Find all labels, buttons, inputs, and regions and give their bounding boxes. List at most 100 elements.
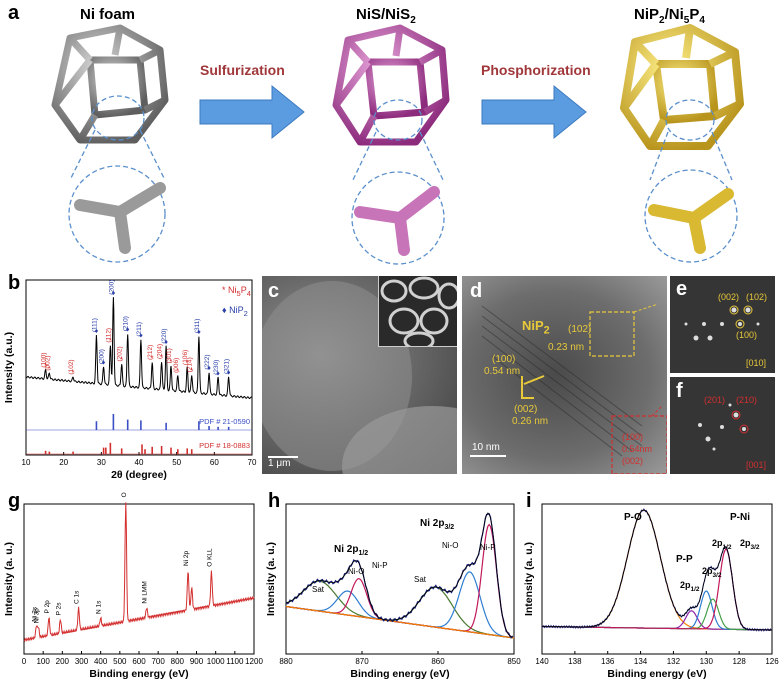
label-phosphorization: Phosphorization	[481, 62, 591, 78]
peak-label: (100)	[41, 352, 48, 367]
scale-bar-d: 10 nm	[472, 442, 500, 453]
xrd-pattern-line	[25, 297, 252, 399]
x-tick-label: 20	[59, 458, 68, 467]
x-tick-label: 500	[113, 657, 127, 666]
peak-marker: ♦	[95, 328, 99, 335]
x-tick-label: 300	[75, 657, 89, 666]
raw-data-line	[285, 512, 514, 639]
branch-nip	[648, 188, 734, 254]
peak-marker: *	[151, 355, 154, 362]
legend-b-ni5p4: * Ni5P4	[222, 285, 251, 298]
branch-ni	[74, 182, 166, 254]
panel-a-figure	[51, 24, 744, 265]
x-tick-label: 60	[210, 458, 219, 467]
peak-label: (111)	[91, 318, 98, 332]
x-tick-label: 130	[700, 657, 714, 666]
hrtem-ann-054: 0.54 nm	[484, 366, 521, 377]
reference-label: PDF # 18-0883	[199, 441, 250, 450]
fit-envelope	[542, 509, 772, 631]
peak-marker: *	[120, 357, 123, 364]
chart-i-p2p: 140 138 136 134 132 130 128 126 Binding energy (…	[523, 503, 779, 680]
nip-cage	[620, 24, 744, 150]
ni-foam-cage	[51, 24, 169, 144]
peak-label: (106)	[182, 350, 189, 365]
fft-e-002: (002)	[718, 292, 740, 302]
legend-b: * Ni5P4 ♦ NiP2	[222, 282, 251, 322]
fft-f-zone: [001]	[746, 460, 767, 470]
x-tick-label: 126	[765, 657, 779, 666]
sem-inset-mesh	[380, 276, 457, 351]
hrtem-ann-002: (002)	[514, 404, 538, 415]
survey-peak-label: P 2s	[55, 602, 62, 616]
zoom-circle-nis	[351, 171, 445, 265]
hrtem-lattice	[470, 303, 667, 474]
peak-label: (002)	[44, 355, 51, 370]
fft-e-102: (102)	[746, 292, 768, 302]
x-tick-label: 136	[601, 657, 615, 666]
survey-peak-label: O KLL	[206, 548, 213, 567]
x-tick-label: 50	[172, 458, 181, 467]
label-sat-1: Sat	[312, 585, 325, 594]
x-tick-label: 1000	[207, 657, 225, 666]
peak-label: (230)	[213, 360, 220, 375]
plot-frame	[23, 503, 255, 655]
peak-label: (006)	[173, 358, 180, 373]
panel-label-f: f	[676, 380, 683, 402]
chart-g-survey: 0 100 200 300 400 500 600 700 800 900 1000 1100 1200…	[3, 490, 263, 680]
fit-component	[542, 598, 772, 631]
title-nip: NiP2/Ni5P4	[634, 6, 705, 26]
hrtem-ann-102: (102)	[568, 324, 592, 335]
chart-h-ni2p: 880 870 860 850 Binding energy (eV) Intensity…	[265, 503, 521, 680]
peak-label: (200)	[108, 280, 115, 295]
label-sulfurization: Sulfurization	[200, 62, 285, 78]
panel-label-d: d	[470, 280, 483, 302]
x-tick-label: 600	[132, 657, 146, 666]
survey-peak-label: P 2p	[44, 600, 51, 614]
fit-component	[542, 548, 772, 631]
x-tick-label: 30	[97, 458, 106, 467]
peak-marker: *	[186, 360, 189, 367]
peak-marker: *	[190, 368, 193, 375]
fit-envelope	[285, 512, 513, 638]
zoom-ellipse-ni	[91, 95, 145, 141]
fit-component	[542, 509, 772, 631]
x-tick-label: 400	[94, 657, 108, 666]
hrtem-image-d: NiP2 (102) 0.23 nm (100) 0.54 nm (002) 0…	[462, 276, 667, 474]
hrtem-phase: NiP2	[522, 318, 550, 337]
peak-label: (200)	[99, 349, 106, 364]
x-tick-label: 1200	[245, 657, 263, 666]
hrtem-inset-002: (002)	[622, 456, 644, 466]
label-2p32-b: 2p3/2	[740, 538, 760, 551]
panel-label-b: b	[8, 272, 21, 294]
plot-frame	[541, 503, 773, 655]
survey-peak-label: Ni 3s	[31, 606, 38, 622]
peak-marker: ♦	[164, 339, 168, 346]
zoom-ellipse-nip	[665, 99, 715, 141]
label-pp: P-P	[676, 554, 693, 565]
peak-marker: ♦	[112, 290, 116, 297]
zoom-circle-ni	[68, 165, 166, 263]
y-axis-label: Intensity (a. u.)	[3, 542, 15, 616]
sem-texture	[262, 281, 457, 474]
panel-label-h: h	[268, 490, 281, 512]
peak-marker: ♦	[216, 370, 220, 377]
fft-pattern-f	[698, 403, 749, 451]
peak-marker: *	[72, 370, 75, 377]
fit-background	[285, 605, 515, 639]
panel-label-e: e	[676, 278, 688, 300]
x-tick-label: 140	[535, 657, 549, 666]
x-tick-label: 134	[634, 657, 648, 666]
fft-f-201: (201)	[704, 395, 726, 405]
fft-image-f: (201) (210) [001]	[670, 377, 775, 474]
x-tick-label: 880	[279, 657, 293, 666]
x-tick-label: 1100	[226, 657, 244, 666]
peak-label: (301)	[166, 348, 173, 363]
panel-label-g: g	[8, 490, 21, 512]
peak-marker: *	[44, 363, 47, 370]
x-tick-label: 100	[36, 657, 50, 666]
hrtem-ann-023: 0.23 nm	[548, 342, 585, 353]
y-axis-label: Intensity (a. u.)	[265, 542, 277, 616]
label-nio-1: Ni-O	[348, 567, 364, 576]
raw-data-line	[541, 508, 772, 632]
survey-peak-label: Ni LMM	[142, 581, 149, 603]
